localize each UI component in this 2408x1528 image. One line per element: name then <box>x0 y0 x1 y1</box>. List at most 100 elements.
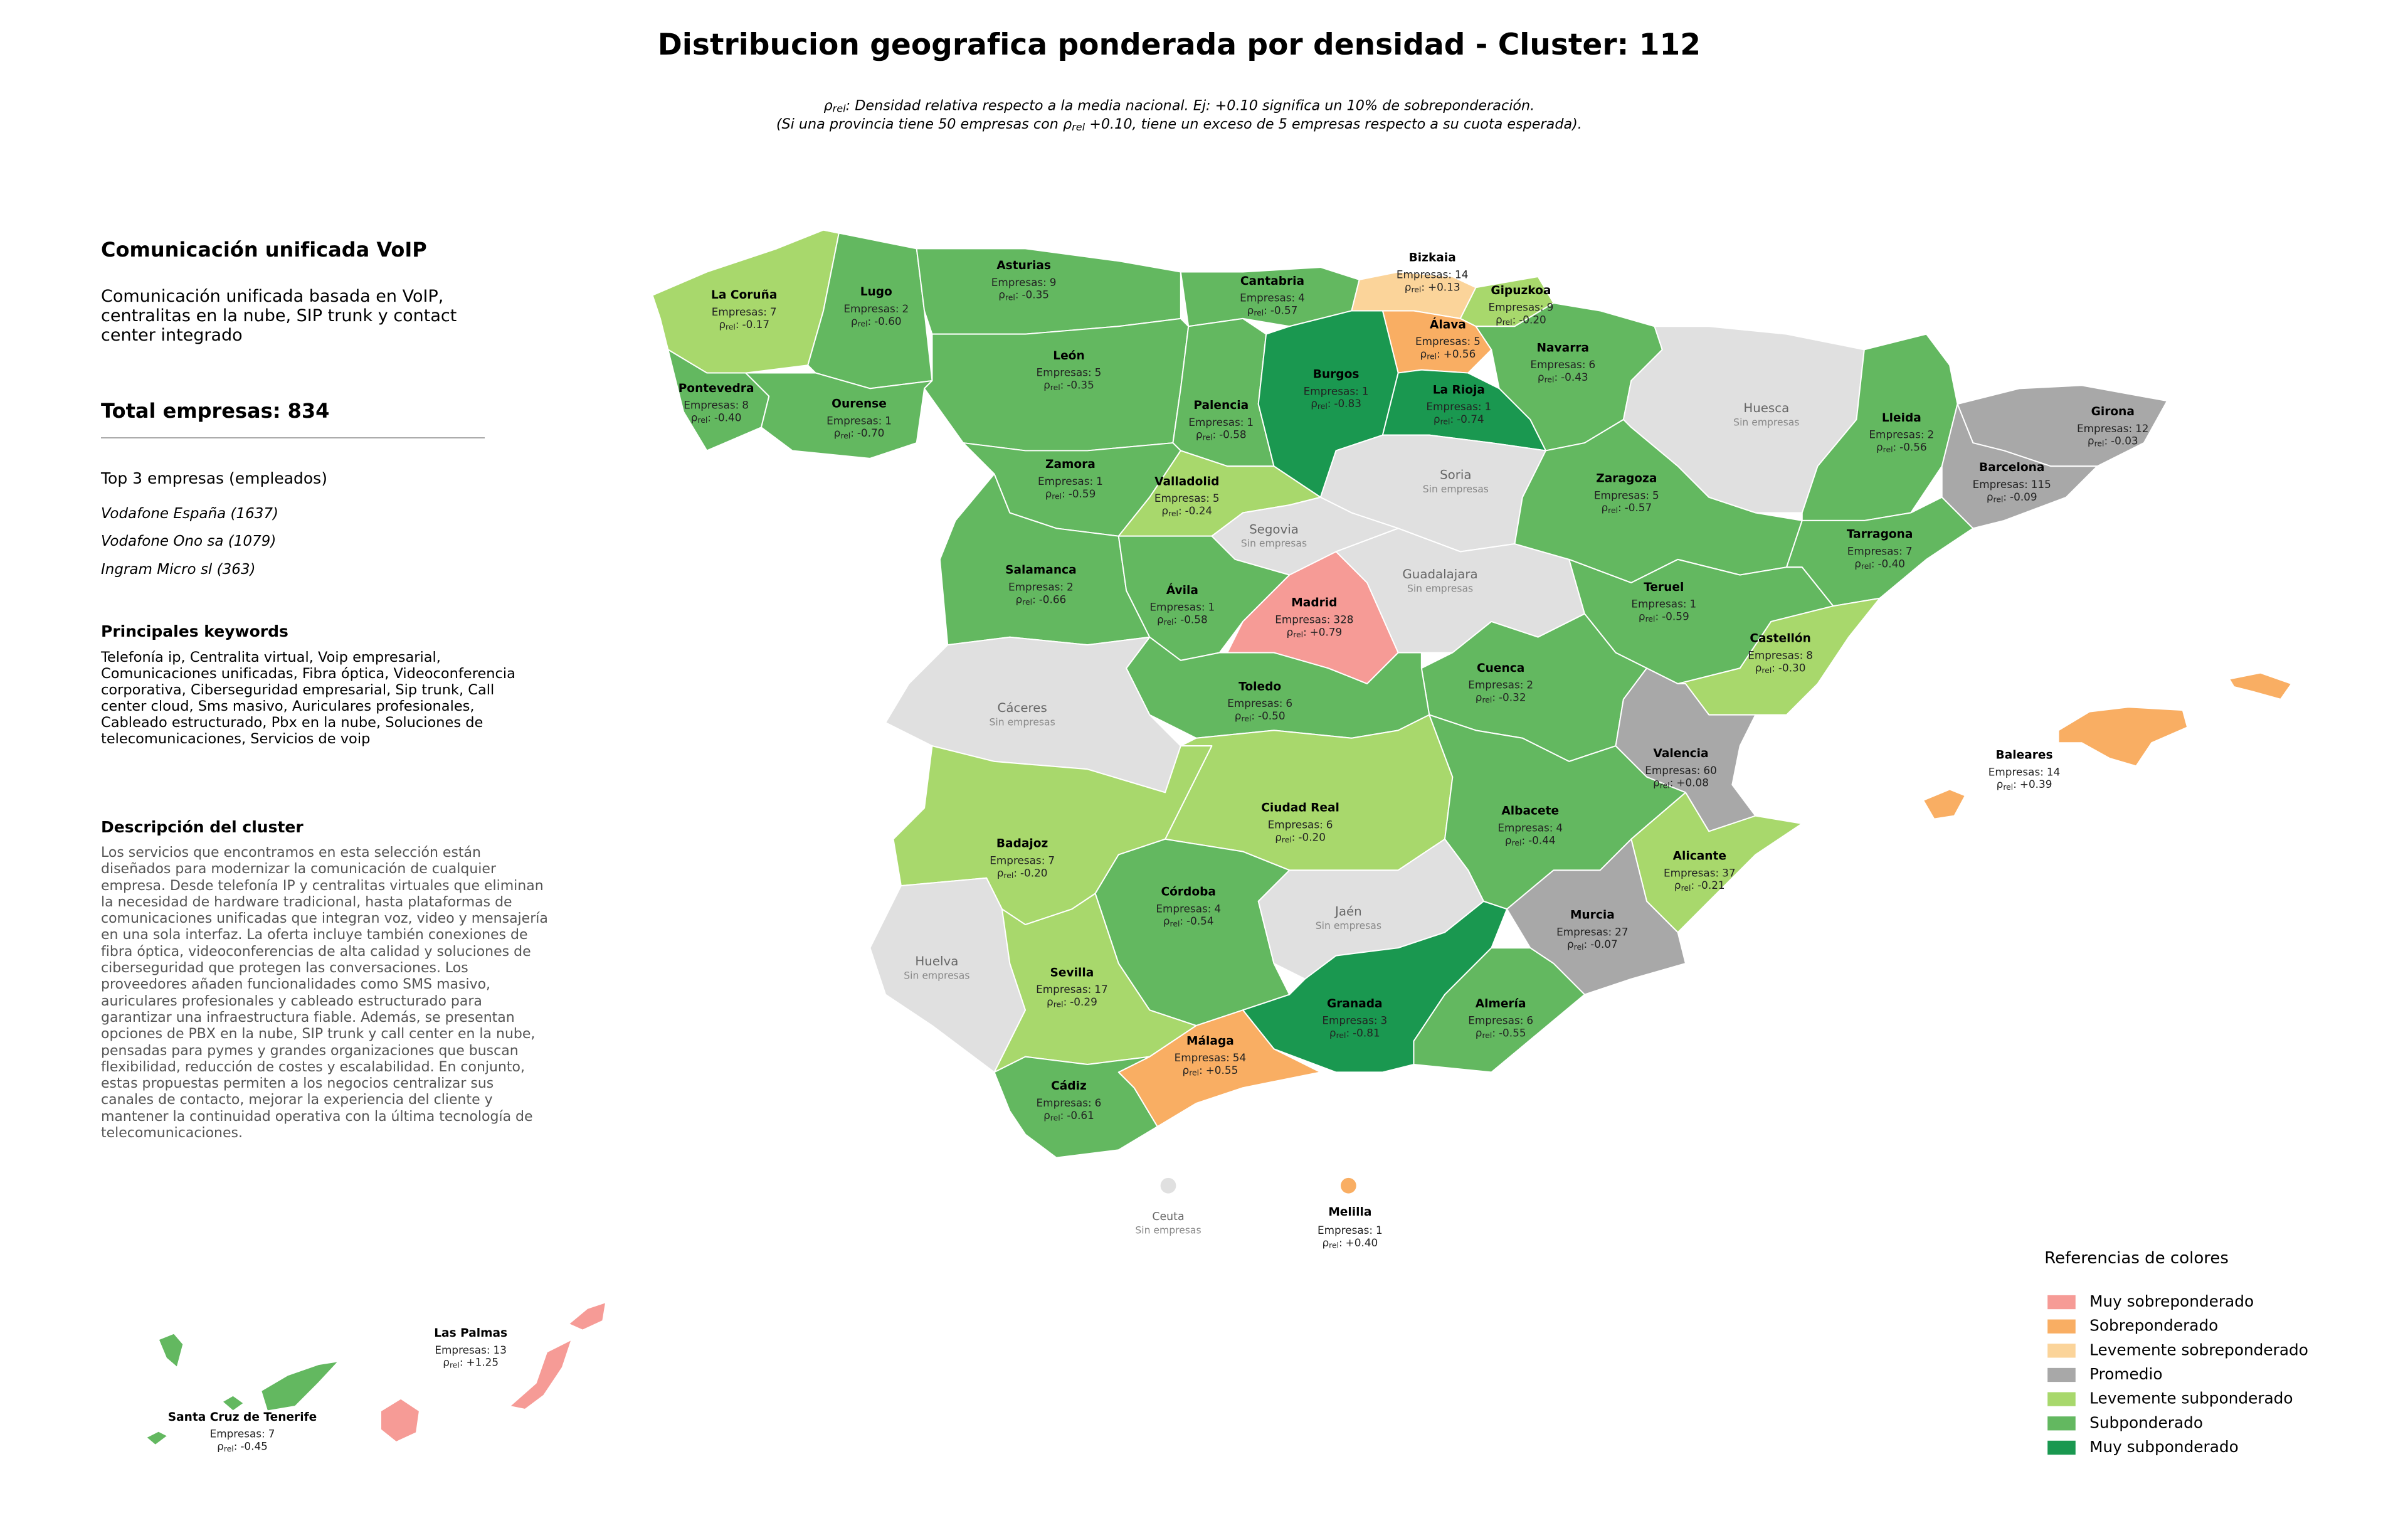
rho-value: -0.50 <box>1258 709 1286 722</box>
rho-value: -0.35 <box>1067 378 1094 391</box>
province-rho: ρrel: -0.07 <box>1567 938 1618 951</box>
province-rho: ρrel: +0.39 <box>1997 778 2052 791</box>
province-count: Empresas: 2 <box>1008 580 1074 593</box>
province-rho: ρrel: -0.40 <box>1854 557 1905 570</box>
rho-sep: : <box>1178 504 1182 517</box>
province-name: La Coruña <box>711 289 777 302</box>
province-rho: ρrel: +0.08 <box>1653 777 1709 790</box>
no-data-label: Sin empresas <box>990 716 1055 728</box>
count-label: Empresas: <box>1556 925 1612 938</box>
rho-value: -0.20 <box>1020 866 1048 879</box>
rho-sep: : <box>1328 397 1331 410</box>
province-count: Empresas: 6 <box>1268 818 1333 830</box>
rho-value: -0.66 <box>1039 593 1067 605</box>
province-name: Zaragoza <box>1596 472 1657 485</box>
province-name: Sevilla <box>1050 966 1094 979</box>
province-name: Valencia <box>1654 747 1709 760</box>
province-rho: ρrel: +0.55 <box>1183 1064 1238 1077</box>
rho-value: -0.54 <box>1186 915 1214 927</box>
rho-sub: rel <box>1883 445 1893 454</box>
province-name: Albacete <box>1501 805 1559 818</box>
rho-sub: rel <box>1681 883 1691 892</box>
province-name: Soria <box>1440 468 1471 482</box>
count-value: 14 <box>1455 268 1468 280</box>
rho-sub: rel <box>1189 1068 1199 1077</box>
rho-sep: : <box>1893 440 1897 453</box>
province-count: Empresas: 1 <box>1426 400 1491 413</box>
rho-sep: : <box>1772 661 1775 674</box>
province-rho: ρrel: -0.60 <box>851 315 902 328</box>
province-rho: ρrel: -0.35 <box>1043 378 1094 391</box>
rho-symbol: ρ <box>1496 313 1502 326</box>
count-label: Empresas: <box>1304 385 1359 397</box>
rho-sub: rel <box>1050 1113 1060 1122</box>
count-value: 1 <box>1376 1224 1383 1236</box>
top3-item: Ingram Micro sl (363) <box>101 561 256 578</box>
rho-sep: : <box>1691 879 1694 891</box>
province-count: Empresas: 1 <box>1038 475 1103 487</box>
legend-title: Referencias de colores <box>2044 1249 2229 1268</box>
rho-sep: : <box>1437 348 1440 360</box>
province-count: Empresas: 5 <box>1594 489 1659 501</box>
count-label: Empresas: <box>1322 1014 1377 1027</box>
rho-sep: : <box>1346 1026 1349 1039</box>
rho-sub: rel <box>1512 838 1522 847</box>
province-rho: ρrel: +0.79 <box>1287 625 1343 639</box>
province-count: Empresas: 2 <box>843 302 909 315</box>
rho-symbol: ρ <box>1876 440 1883 453</box>
rho-sep: : <box>736 318 739 331</box>
count-value: 5 <box>1474 335 1481 348</box>
rho-value: +0.55 <box>1206 1064 1238 1076</box>
count-value: 2 <box>902 302 909 315</box>
count-label: Empresas: <box>1748 649 1803 661</box>
legend-label: Sobreponderado <box>2089 1317 2218 1335</box>
rho-value: +0.13 <box>1428 280 1460 293</box>
rho-sep: : <box>1062 487 1065 500</box>
rho-symbol: ρ <box>1163 915 1170 927</box>
rho-value: -0.56 <box>1899 440 1927 453</box>
rho-symbol: ρ <box>1161 504 1168 517</box>
count-label: Empresas: <box>1645 764 1700 777</box>
rho-symbol: ρ <box>217 1440 224 1452</box>
province-name: Barcelona <box>1979 461 2044 474</box>
count-label: Empresas: <box>1973 478 2028 491</box>
rho-sub: rel <box>1482 696 1492 704</box>
province-name: Lleida <box>1882 411 1921 425</box>
province-shape <box>1923 672 2293 820</box>
subtitle-rho: ρ <box>823 97 832 114</box>
rho-value: -0.70 <box>857 427 885 439</box>
rho-sep: : <box>850 427 854 439</box>
province-rho: ρrel: -0.40 <box>691 411 742 424</box>
rho-value: -0.74 <box>1457 413 1484 425</box>
province-count: Empresas: 4 <box>1497 821 1563 834</box>
province-rho: ρrel: +0.13 <box>1405 280 1460 294</box>
rho-sub: rel <box>1170 919 1180 928</box>
rho-symbol: ρ <box>1420 348 1427 360</box>
rho-symbol: ρ <box>1047 995 1054 1008</box>
rho-sub: rel <box>1282 836 1292 844</box>
province-name: Murcia <box>1570 909 1615 922</box>
count-label: Empresas: <box>210 1428 265 1440</box>
rho-symbol: ρ <box>997 866 1004 879</box>
rho-value: -0.44 <box>1528 834 1556 846</box>
province-count: Empresas: 8 <box>684 399 749 411</box>
province-count: Empresas: 1 <box>1149 601 1215 613</box>
province-shape <box>1126 636 1430 739</box>
total: Total empresas: 834 <box>101 399 329 423</box>
province-shape <box>145 1332 340 1446</box>
rho-symbol: ρ <box>1016 593 1023 605</box>
subtitle-text: (Si una provincia tiene 50 empresas con <box>776 116 1063 132</box>
rho-value: -0.40 <box>1877 557 1905 570</box>
province-name: Palencia <box>1193 399 1249 412</box>
rho-value: -0.32 <box>1499 691 1526 703</box>
rho-sub: rel <box>840 431 850 440</box>
rho-symbol: ρ <box>443 1356 450 1369</box>
province-rho: ρrel: -0.09 <box>1987 491 2037 504</box>
rho-symbol: ρ <box>1183 1064 1190 1076</box>
legend-swatch <box>2047 1392 2076 1406</box>
province-count: Empresas: 328 <box>1275 613 1353 625</box>
legend-swatch <box>2047 1367 2076 1382</box>
province-name: Lugo <box>860 285 892 299</box>
province-name: Toledo <box>1238 680 1281 693</box>
